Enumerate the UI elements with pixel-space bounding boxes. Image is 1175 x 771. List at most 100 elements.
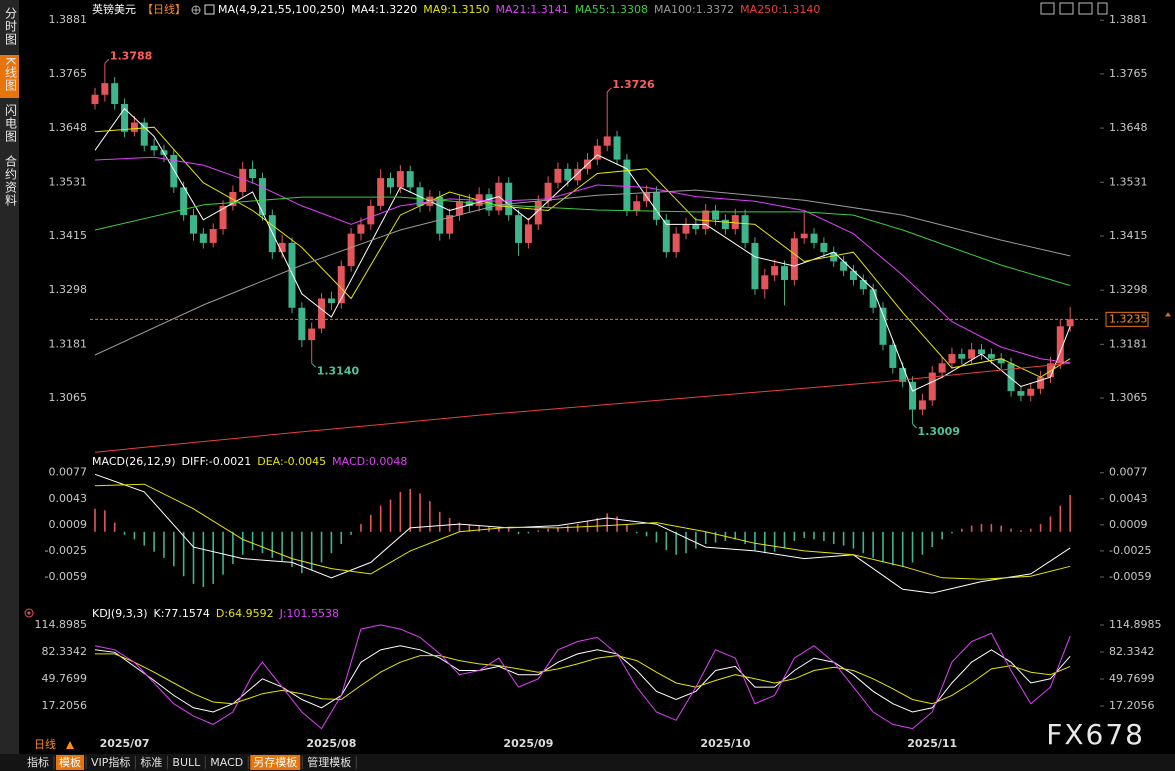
- candle-body: [879, 307, 887, 345]
- indicator-line: [94, 196, 1071, 286]
- candle-body: [91, 94, 99, 105]
- icon[interactable]: [1078, 2, 1093, 15]
- icon[interactable]: [1059, 2, 1074, 15]
- candle-body: [820, 242, 828, 253]
- indicator-line: [94, 156, 1071, 364]
- candle-body: [800, 233, 808, 239]
- window-icons: [1040, 2, 1108, 15]
- toolbar-tab[interactable]: 另存模板: [253, 755, 297, 769]
- candle-body: [347, 233, 355, 267]
- indicator-line: [94, 126, 1071, 378]
- x-tick-label: 2025/09: [503, 737, 553, 750]
- candle-body: [672, 233, 680, 253]
- candle-body: [928, 372, 936, 401]
- icon[interactable]: [1097, 2, 1108, 15]
- period-title: 【日线】: [142, 2, 186, 16]
- candle-body: [278, 242, 286, 253]
- toolbar-tab[interactable]: MACD: [210, 756, 243, 769]
- candle-body: [623, 159, 631, 211]
- icon[interactable]: [1040, 2, 1055, 15]
- sidebar-tab[interactable]: 分时图: [4, 7, 18, 46]
- y-tick-label-right: 0.0077: [1109, 466, 1148, 479]
- candle-body: [918, 400, 926, 410]
- candle-body: [889, 344, 897, 368]
- y-tick-label: 1.3648: [49, 121, 88, 134]
- indicator-title: MA(4,9,21,55,100,250): [218, 3, 345, 16]
- y-tick-label-right: 1.3881: [1109, 13, 1148, 26]
- candle-body: [564, 168, 572, 181]
- x-tick-label: 2025/07: [100, 737, 150, 750]
- candle-body: [544, 182, 552, 202]
- candle-body: [909, 381, 917, 410]
- candle-body: [1037, 377, 1045, 389]
- y-tick-label: 0.0077: [49, 466, 88, 479]
- candle-body: [406, 171, 414, 188]
- y-tick-label: 0.0043: [49, 492, 88, 505]
- period-arrow[interactable]: [66, 741, 74, 749]
- y-tick-label-right: 1.3298: [1109, 283, 1148, 296]
- candle-body: [761, 275, 769, 290]
- indicator-line: [94, 473, 1071, 594]
- candle-body: [731, 215, 739, 230]
- sidebar-tab[interactable]: K线图: [4, 57, 18, 92]
- indicator-line: [94, 624, 1071, 730]
- sidebar-tab[interactable]: 合约资料: [4, 154, 18, 207]
- toolbar-tab[interactable]: 管理模板: [307, 755, 351, 769]
- candle-body: [318, 298, 326, 329]
- candle-body: [505, 182, 513, 216]
- y-tick-label-right: 0.0009: [1109, 518, 1148, 531]
- kdj-icon-dot: [27, 611, 31, 615]
- last-price-arrow: [1165, 312, 1171, 317]
- candle-body: [958, 354, 966, 359]
- period-label[interactable]: 日线: [34, 737, 56, 751]
- candle-body: [859, 279, 867, 290]
- indicator-line: [94, 362, 1071, 453]
- candle-body: [288, 242, 296, 308]
- candle-body: [987, 354, 995, 359]
- legend-entry: MA4:1.3220: [351, 3, 417, 16]
- candle-body: [830, 252, 838, 262]
- y-tick-label: 17.2056: [42, 699, 88, 712]
- candle-body: [219, 205, 227, 230]
- y-tick-label-right: 1.3531: [1109, 175, 1148, 188]
- candle-body: [396, 171, 404, 188]
- sidebar-tab-active: [0, 55, 19, 98]
- candle-body: [1027, 388, 1035, 396]
- y-tick-label: 1.3765: [49, 67, 88, 80]
- toolbar-tab[interactable]: VIP指标: [91, 755, 130, 769]
- toolbar-tab-bg[interactable]: [250, 755, 301, 770]
- candle-body: [367, 205, 375, 225]
- indicator-line: [94, 645, 1071, 713]
- candle-body: [574, 168, 582, 181]
- y-tick-label: 1.3181: [49, 337, 88, 350]
- toolbar-tab-bg[interactable]: [56, 755, 84, 770]
- candle-body: [741, 215, 749, 243]
- candle-body: [101, 83, 109, 95]
- candle-body: [190, 215, 197, 234]
- toolbar-tab[interactable]: 指标: [27, 755, 49, 769]
- candle-body: [258, 178, 266, 216]
- candle-body: [209, 229, 217, 243]
- candle-body: [140, 122, 148, 146]
- y-tick-label: 1.3065: [49, 391, 88, 404]
- high-label: 1.3726: [612, 78, 655, 91]
- candle-body: [997, 358, 1005, 364]
- legend-entry: J:101.5538: [279, 607, 339, 620]
- sidebar-tab[interactable]: 闪电图: [4, 104, 18, 143]
- last-price-box: [1105, 311, 1149, 327]
- y-tick-label-right: 1.3648: [1109, 121, 1148, 134]
- candle-body: [446, 215, 454, 234]
- low-label: 1.3140: [317, 364, 360, 377]
- y-tick-label-right: 49.7699: [1109, 672, 1155, 685]
- candle-body: [327, 298, 335, 304]
- candle-body: [968, 349, 976, 359]
- toolbar-tab[interactable]: 标准: [140, 755, 162, 769]
- candle-body: [298, 307, 306, 341]
- toolbar-tab[interactable]: BULL: [172, 756, 201, 769]
- candle-body: [682, 224, 690, 234]
- toolbar-tab[interactable]: 模板: [59, 755, 81, 769]
- y-tick-label-right: 0.0043: [1109, 492, 1148, 505]
- candle-body: [377, 178, 385, 206]
- indicator-line: [94, 189, 1071, 356]
